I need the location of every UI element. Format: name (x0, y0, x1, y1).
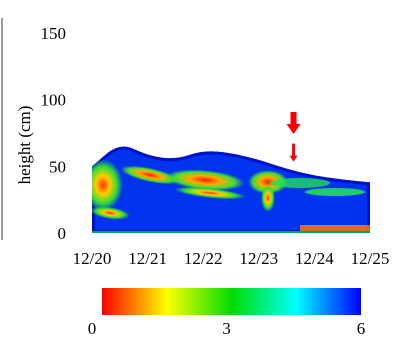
heat-band-bottom (300, 225, 370, 231)
heat-blob-7 (261, 184, 275, 212)
x-tick-label-4: 12/24 (295, 249, 334, 268)
y-tick-labels: 0 50 100 150 (41, 24, 67, 243)
large-arrow (286, 112, 301, 134)
heatmap-fill (92, 146, 370, 233)
colorbar-tick-labels: 0 3 6 (88, 319, 366, 338)
heat-blob-1 (92, 159, 123, 211)
y-tick-label-0: 0 (58, 224, 67, 243)
heat-blob-3 (120, 165, 180, 185)
x-tick-labels: 12/20 12/21 12/22 12/23 12/24 12/25 (73, 249, 390, 268)
heat-band-2 (270, 178, 330, 188)
x-tick-label-3: 12/23 (239, 249, 278, 268)
y-tick-label-150: 150 (41, 24, 67, 43)
x-tick-label-0: 12/20 (73, 249, 112, 268)
heat-band-1 (305, 188, 365, 196)
y-tick-label-100: 100 (41, 91, 67, 110)
heat-blob-6 (248, 170, 288, 194)
colorbar-tick-6: 6 (357, 319, 366, 338)
heat-blob-2 (92, 206, 130, 220)
heatmap-base (92, 146, 370, 233)
colorbar-tick-3: 3 (222, 319, 231, 338)
snow-heatmap (92, 146, 370, 233)
x-tick-label-2: 12/22 (184, 249, 223, 268)
y-axis-title: height (cm) (15, 106, 34, 185)
small-arrow (289, 143, 298, 162)
x-tick-label-5: 12/25 (351, 249, 390, 268)
heat-blob-5 (174, 186, 246, 200)
colorbar-tick-0: 0 (88, 319, 97, 338)
colorbar (102, 288, 361, 315)
y-tick-label-50: 50 (49, 157, 66, 176)
x-tick-label-1: 12/21 (128, 249, 167, 268)
colorbar-gradient (102, 288, 361, 315)
heat-band-ground (92, 231, 370, 233)
heat-blob-4 (165, 169, 245, 191)
annotation-arrows (286, 112, 301, 162)
